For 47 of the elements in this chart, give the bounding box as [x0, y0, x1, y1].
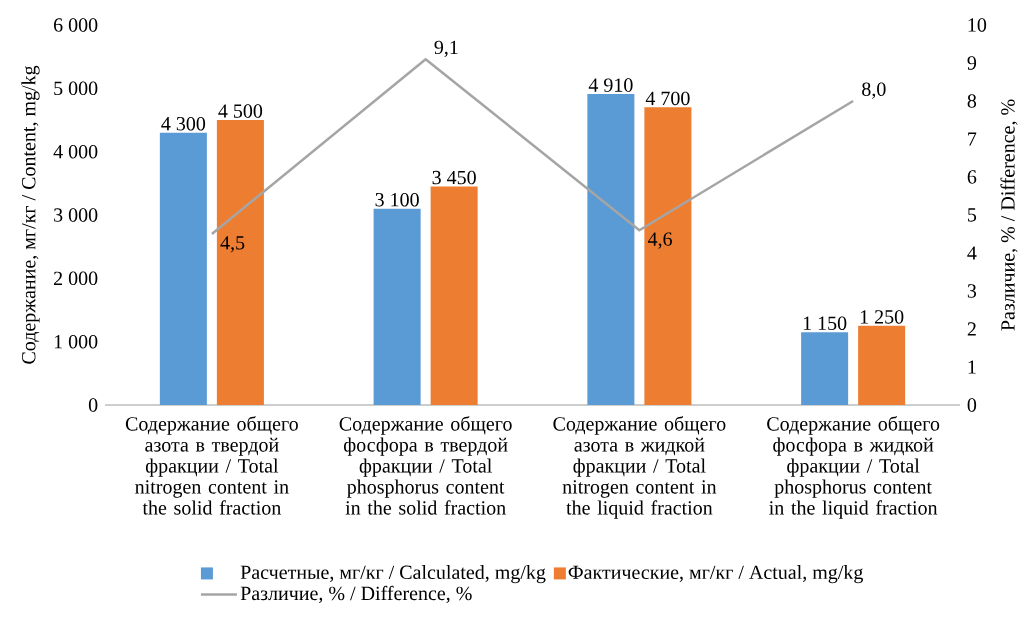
- x-tick-label: Содержание общего азота в жидкой фракции / Total nitrogen content in the liquid fraction: [553, 416, 726, 519]
- y-tick-label: 4 000: [53, 144, 98, 159]
- data-label: 4 910: [588, 78, 633, 92]
- y2-axis-title: Различие, % / Difference, %: [1000, 99, 1018, 331]
- y-tick-label: 6 000: [53, 18, 98, 32]
- data-label: 4 300: [161, 116, 206, 131]
- y-tick-label: 5 000: [54, 81, 98, 96]
- y-tick-label: 2 000: [54, 271, 98, 286]
- legend-label: Различие, % / Difference, %: [240, 585, 472, 604]
- data-label: 1 150: [803, 316, 847, 330]
- y2-tick-label: 10: [968, 18, 987, 32]
- y2-tick-label: 0: [967, 398, 977, 412]
- data-label: 3 100: [375, 192, 419, 207]
- y2-tick-label: 7: [968, 132, 977, 146]
- y2-tick-label: 8: [967, 94, 977, 108]
- bar: [587, 94, 635, 405]
- data-label: 4 500: [218, 104, 263, 118]
- bar: [373, 208, 421, 405]
- bar: [430, 186, 478, 405]
- y2-tick-label: 3: [967, 284, 977, 298]
- y2-tick-label: 1: [968, 360, 976, 374]
- legend-label: Фактические, мг/кг / Actual, mg/kg: [568, 564, 863, 584]
- bar: [858, 325, 906, 405]
- x-tick-label: Содержание общего фосфора в жидкой фракции / Total phosphorus content in the liquid fraction: [767, 416, 940, 519]
- bar: [644, 107, 692, 405]
- bar: [801, 332, 849, 405]
- data-label: 4,5: [220, 236, 245, 253]
- y-tick-label: 3 000: [54, 208, 98, 222]
- y2-tick-label: 5: [968, 208, 977, 222]
- x-tick-label: Содержание общего фосфора в твердой фракции / Total phosphorus content in the solid fraction: [339, 416, 512, 515]
- y2-tick-label: 6: [967, 170, 977, 184]
- y-axis-title: Содержание, мг/кг / Content, mg/kg: [21, 65, 40, 364]
- bar: [216, 120, 264, 405]
- data-label: 3 450: [432, 170, 476, 185]
- data-label: 9,1: [434, 40, 458, 57]
- y2-tick-label: 4: [967, 246, 977, 260]
- x-tick-label: Содержание общего азота в твердой фракции / Total nitrogen content in the solid fraction: [125, 416, 298, 515]
- y-tick-label: 1 000: [54, 334, 98, 349]
- y-tick-label: 0: [88, 398, 98, 412]
- y2-tick-label: 9: [967, 56, 977, 70]
- bar: [159, 132, 207, 405]
- data-label: 8,0: [862, 82, 886, 99]
- data-label: 1 250: [860, 310, 904, 324]
- y2-tick-label: 2: [967, 322, 976, 336]
- data-label: 4,6: [647, 232, 672, 249]
- legend-label: Расчетные, мг/кг / Calculated, mg/kg: [240, 564, 546, 584]
- data-label: 4 700: [645, 91, 690, 106]
